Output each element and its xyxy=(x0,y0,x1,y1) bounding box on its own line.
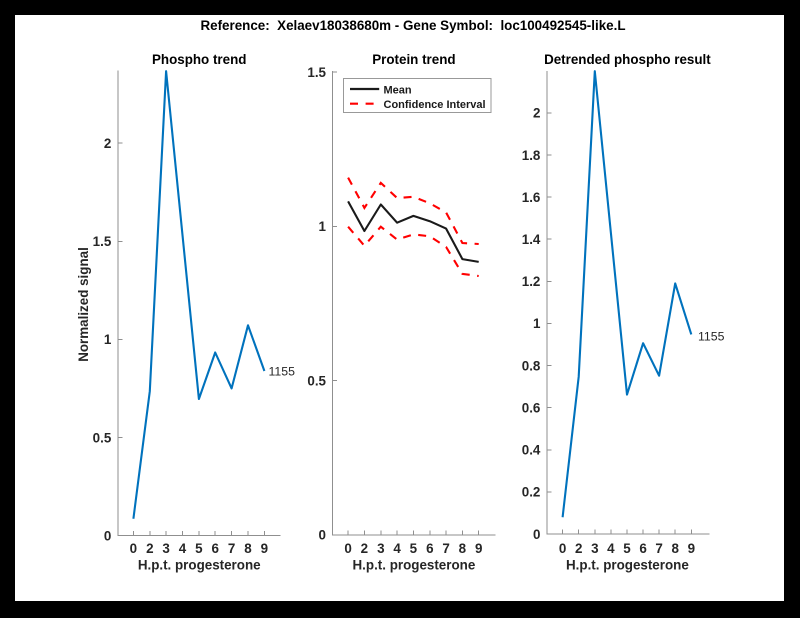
svg-text:4: 4 xyxy=(607,541,615,556)
svg-text:Normalized signal: Normalized signal xyxy=(76,247,91,362)
svg-text:0.5: 0.5 xyxy=(93,430,112,445)
svg-text:H.p.t. progesterone: H.p.t. progesterone xyxy=(353,558,476,573)
svg-text:1.5: 1.5 xyxy=(93,234,112,249)
svg-text:7: 7 xyxy=(228,541,235,556)
svg-text:1: 1 xyxy=(104,332,112,347)
svg-text:H.p.t. progesterone: H.p.t. progesterone xyxy=(138,558,261,573)
svg-text:6: 6 xyxy=(211,541,218,556)
svg-text:1.4: 1.4 xyxy=(522,232,541,247)
svg-text:Phospho trend: Phospho trend xyxy=(152,52,246,67)
svg-text:2: 2 xyxy=(146,541,153,556)
svg-text:H.p.t. progesterone: H.p.t. progesterone xyxy=(566,558,689,573)
svg-text:8: 8 xyxy=(459,541,467,556)
svg-text:0.2: 0.2 xyxy=(522,485,541,500)
svg-text:1.8: 1.8 xyxy=(522,148,541,163)
svg-text:1: 1 xyxy=(533,316,541,331)
svg-text:8: 8 xyxy=(671,541,679,556)
svg-text:9: 9 xyxy=(261,541,268,556)
svg-text:0.4: 0.4 xyxy=(522,443,541,458)
svg-text:5: 5 xyxy=(195,541,203,556)
svg-text:1.6: 1.6 xyxy=(522,190,541,205)
svg-text:Detrended phospho result: Detrended phospho result xyxy=(544,52,711,67)
svg-text:7: 7 xyxy=(442,541,449,556)
svg-text:3: 3 xyxy=(591,541,598,556)
svg-text:3: 3 xyxy=(377,541,384,556)
svg-text:0: 0 xyxy=(344,541,351,556)
svg-text:0.5: 0.5 xyxy=(307,373,326,388)
svg-text:1: 1 xyxy=(319,219,327,234)
svg-text:0: 0 xyxy=(319,528,326,543)
svg-text:0: 0 xyxy=(130,541,137,556)
svg-text:Reference: Xelaev18038680m -: Reference: Xelaev18038680m - Gene Symbol… xyxy=(200,18,625,33)
svg-text:4: 4 xyxy=(393,541,401,556)
svg-text:2: 2 xyxy=(533,106,540,121)
svg-text:1.2: 1.2 xyxy=(522,274,541,289)
svg-text:2: 2 xyxy=(104,136,111,151)
svg-text:Protein trend: Protein trend xyxy=(372,52,455,67)
svg-text:Confidence Interval: Confidence Interval xyxy=(384,99,486,111)
svg-text:1.5: 1.5 xyxy=(307,65,326,80)
svg-text:0: 0 xyxy=(559,541,566,556)
svg-text:4: 4 xyxy=(179,541,187,556)
svg-text:9: 9 xyxy=(688,541,695,556)
svg-text:2: 2 xyxy=(575,541,582,556)
svg-text:0: 0 xyxy=(533,527,540,542)
svg-text:3: 3 xyxy=(162,541,169,556)
svg-text:7: 7 xyxy=(655,541,662,556)
svg-text:6: 6 xyxy=(426,541,433,556)
svg-text:2: 2 xyxy=(361,541,368,556)
svg-text:0.6: 0.6 xyxy=(522,401,541,416)
svg-text:6: 6 xyxy=(639,541,646,556)
svg-text:5: 5 xyxy=(623,541,631,556)
svg-text:9: 9 xyxy=(475,541,482,556)
svg-text:0.8: 0.8 xyxy=(522,358,541,373)
svg-text:0: 0 xyxy=(104,528,111,543)
svg-text:5: 5 xyxy=(410,541,418,556)
svg-text:1155: 1155 xyxy=(269,365,296,379)
svg-text:8: 8 xyxy=(244,541,252,556)
svg-text:1155: 1155 xyxy=(698,330,725,344)
svg-text:Mean: Mean xyxy=(384,84,412,96)
